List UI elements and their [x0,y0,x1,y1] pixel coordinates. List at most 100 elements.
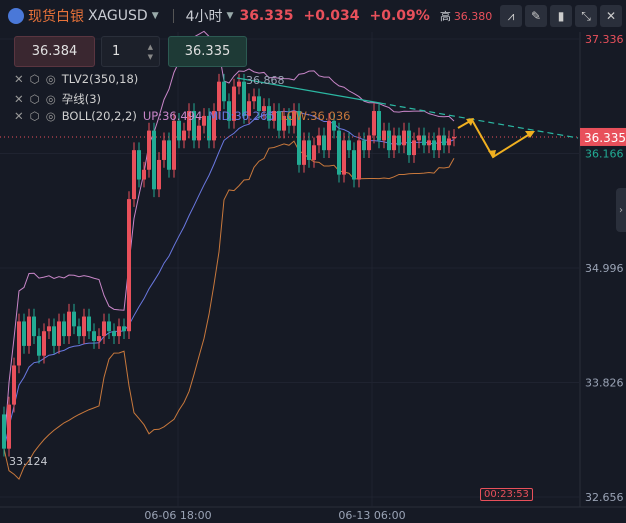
candle [32,316,36,337]
candle [142,169,146,180]
candle [192,111,196,141]
y-tick-label: 36.166 [585,148,624,161]
candle [82,316,86,337]
high-value: 36.380 [453,9,493,23]
candle [197,125,201,141]
candle [417,135,421,141]
candle [57,321,61,346]
boll-mid-value: MID:36.265 [208,109,275,123]
visibility-icon[interactable]: ◎ [45,109,56,123]
remove-icon[interactable]: ✕ [14,72,24,86]
candle [367,135,371,151]
current-price-tag [580,127,626,146]
candle [112,331,116,337]
settings-icon[interactable]: ⬡ [29,92,40,106]
symbol-selector[interactable]: XAGUSD [88,8,148,24]
plot-area [0,32,580,507]
candle [107,321,111,332]
quantity-value: 1 [112,44,121,59]
buy-button[interactable]: 36.335 [168,36,247,67]
scroll-right-button[interactable]: › [616,188,626,232]
candle [12,365,16,405]
close-icon[interactable]: ✕ [600,5,622,27]
chevron-down-icon[interactable]: ▼ [151,11,159,21]
divider [172,9,174,23]
visibility-icon[interactable]: ◎ [45,92,56,106]
candle [307,140,311,160]
sell-button[interactable]: 36.384 [14,36,95,67]
arrow-head-icon [488,150,496,158]
candle [327,120,331,151]
candle [317,135,321,146]
silver-logo-icon [8,8,24,24]
high-label: 高 [439,10,451,23]
candle [287,115,291,126]
settings-icon[interactable]: ⬡ [29,109,40,123]
candle [442,135,446,146]
candle [87,316,91,332]
draw-icon[interactable]: ✎ [525,5,547,27]
y-tick-label: 33.826 [585,377,624,390]
candle [397,135,401,146]
candle [187,111,191,131]
remove-icon[interactable]: ✕ [14,109,24,123]
candle [347,140,351,151]
candle [17,321,21,366]
candle [282,115,286,131]
candle [122,326,126,332]
candle [172,120,176,170]
candle [207,115,211,141]
settings-icon[interactable]: ⬡ [29,72,40,86]
candle [27,316,31,346]
y-tick-label: 32.656 [585,491,624,504]
candle [437,135,441,151]
candle [237,81,241,87]
price-change-pct: +0.09% [369,8,430,24]
forecast-arrow-path [457,118,534,159]
x-tick-label: 06-06 18:00 [144,509,211,522]
chart-header: 现货白银 XAGUSD ▼ 4小时 ▼ 36.335 +0.034 +0.09%… [0,0,626,32]
candle [132,150,136,200]
candle-type-icon[interactable]: ▮ [550,5,572,27]
stepper-arrows-icon[interactable]: ▲ ▼ [147,42,153,61]
candle [372,111,376,136]
indicator-tlv2: ✕ ⬡ ◎ TLV2(350,18) [14,72,138,86]
candle [407,130,411,156]
candle [177,120,181,141]
candle [352,150,356,180]
candle [167,140,171,170]
candle [202,115,206,126]
quantity-stepper[interactable]: 1 ▲ ▼ [101,36,160,67]
arrow-head-icon [466,118,474,126]
candle [392,135,396,151]
visibility-icon[interactable]: ◎ [45,72,56,86]
candle [72,311,76,327]
remove-icon[interactable]: ✕ [14,92,24,106]
candle [312,145,316,160]
candle [257,96,261,112]
candle [332,120,336,131]
candle [102,321,106,337]
indicator-icon[interactable]: ⩘ [500,5,522,27]
candle [242,81,246,116]
indicator-label: TLV2(350,18) [61,72,139,86]
interval-selector[interactable]: 4小时 [185,9,223,25]
trend-line [236,77,381,104]
candle [267,106,271,121]
collapse-icon[interactable]: ⤡ [575,5,597,27]
candle [402,130,406,146]
boll-lower-line [3,140,455,481]
candle [337,130,341,175]
boll-up-value: UP:36.494 [142,109,203,123]
instrument-name[interactable]: 现货白银 [28,9,84,25]
candle [92,331,96,342]
candle [67,311,71,337]
y-tick-label: 37.336 [585,33,624,46]
candle [62,321,66,337]
candle [127,199,131,332]
candle [252,96,256,102]
indicator-boll: ✕ ⬡ ◎ BOLL(20,2,2) UP:36.494 MID:36.265 LOW:36… [14,109,350,123]
chevron-down-icon[interactable]: ▼ [226,11,234,21]
candle [42,331,46,356]
